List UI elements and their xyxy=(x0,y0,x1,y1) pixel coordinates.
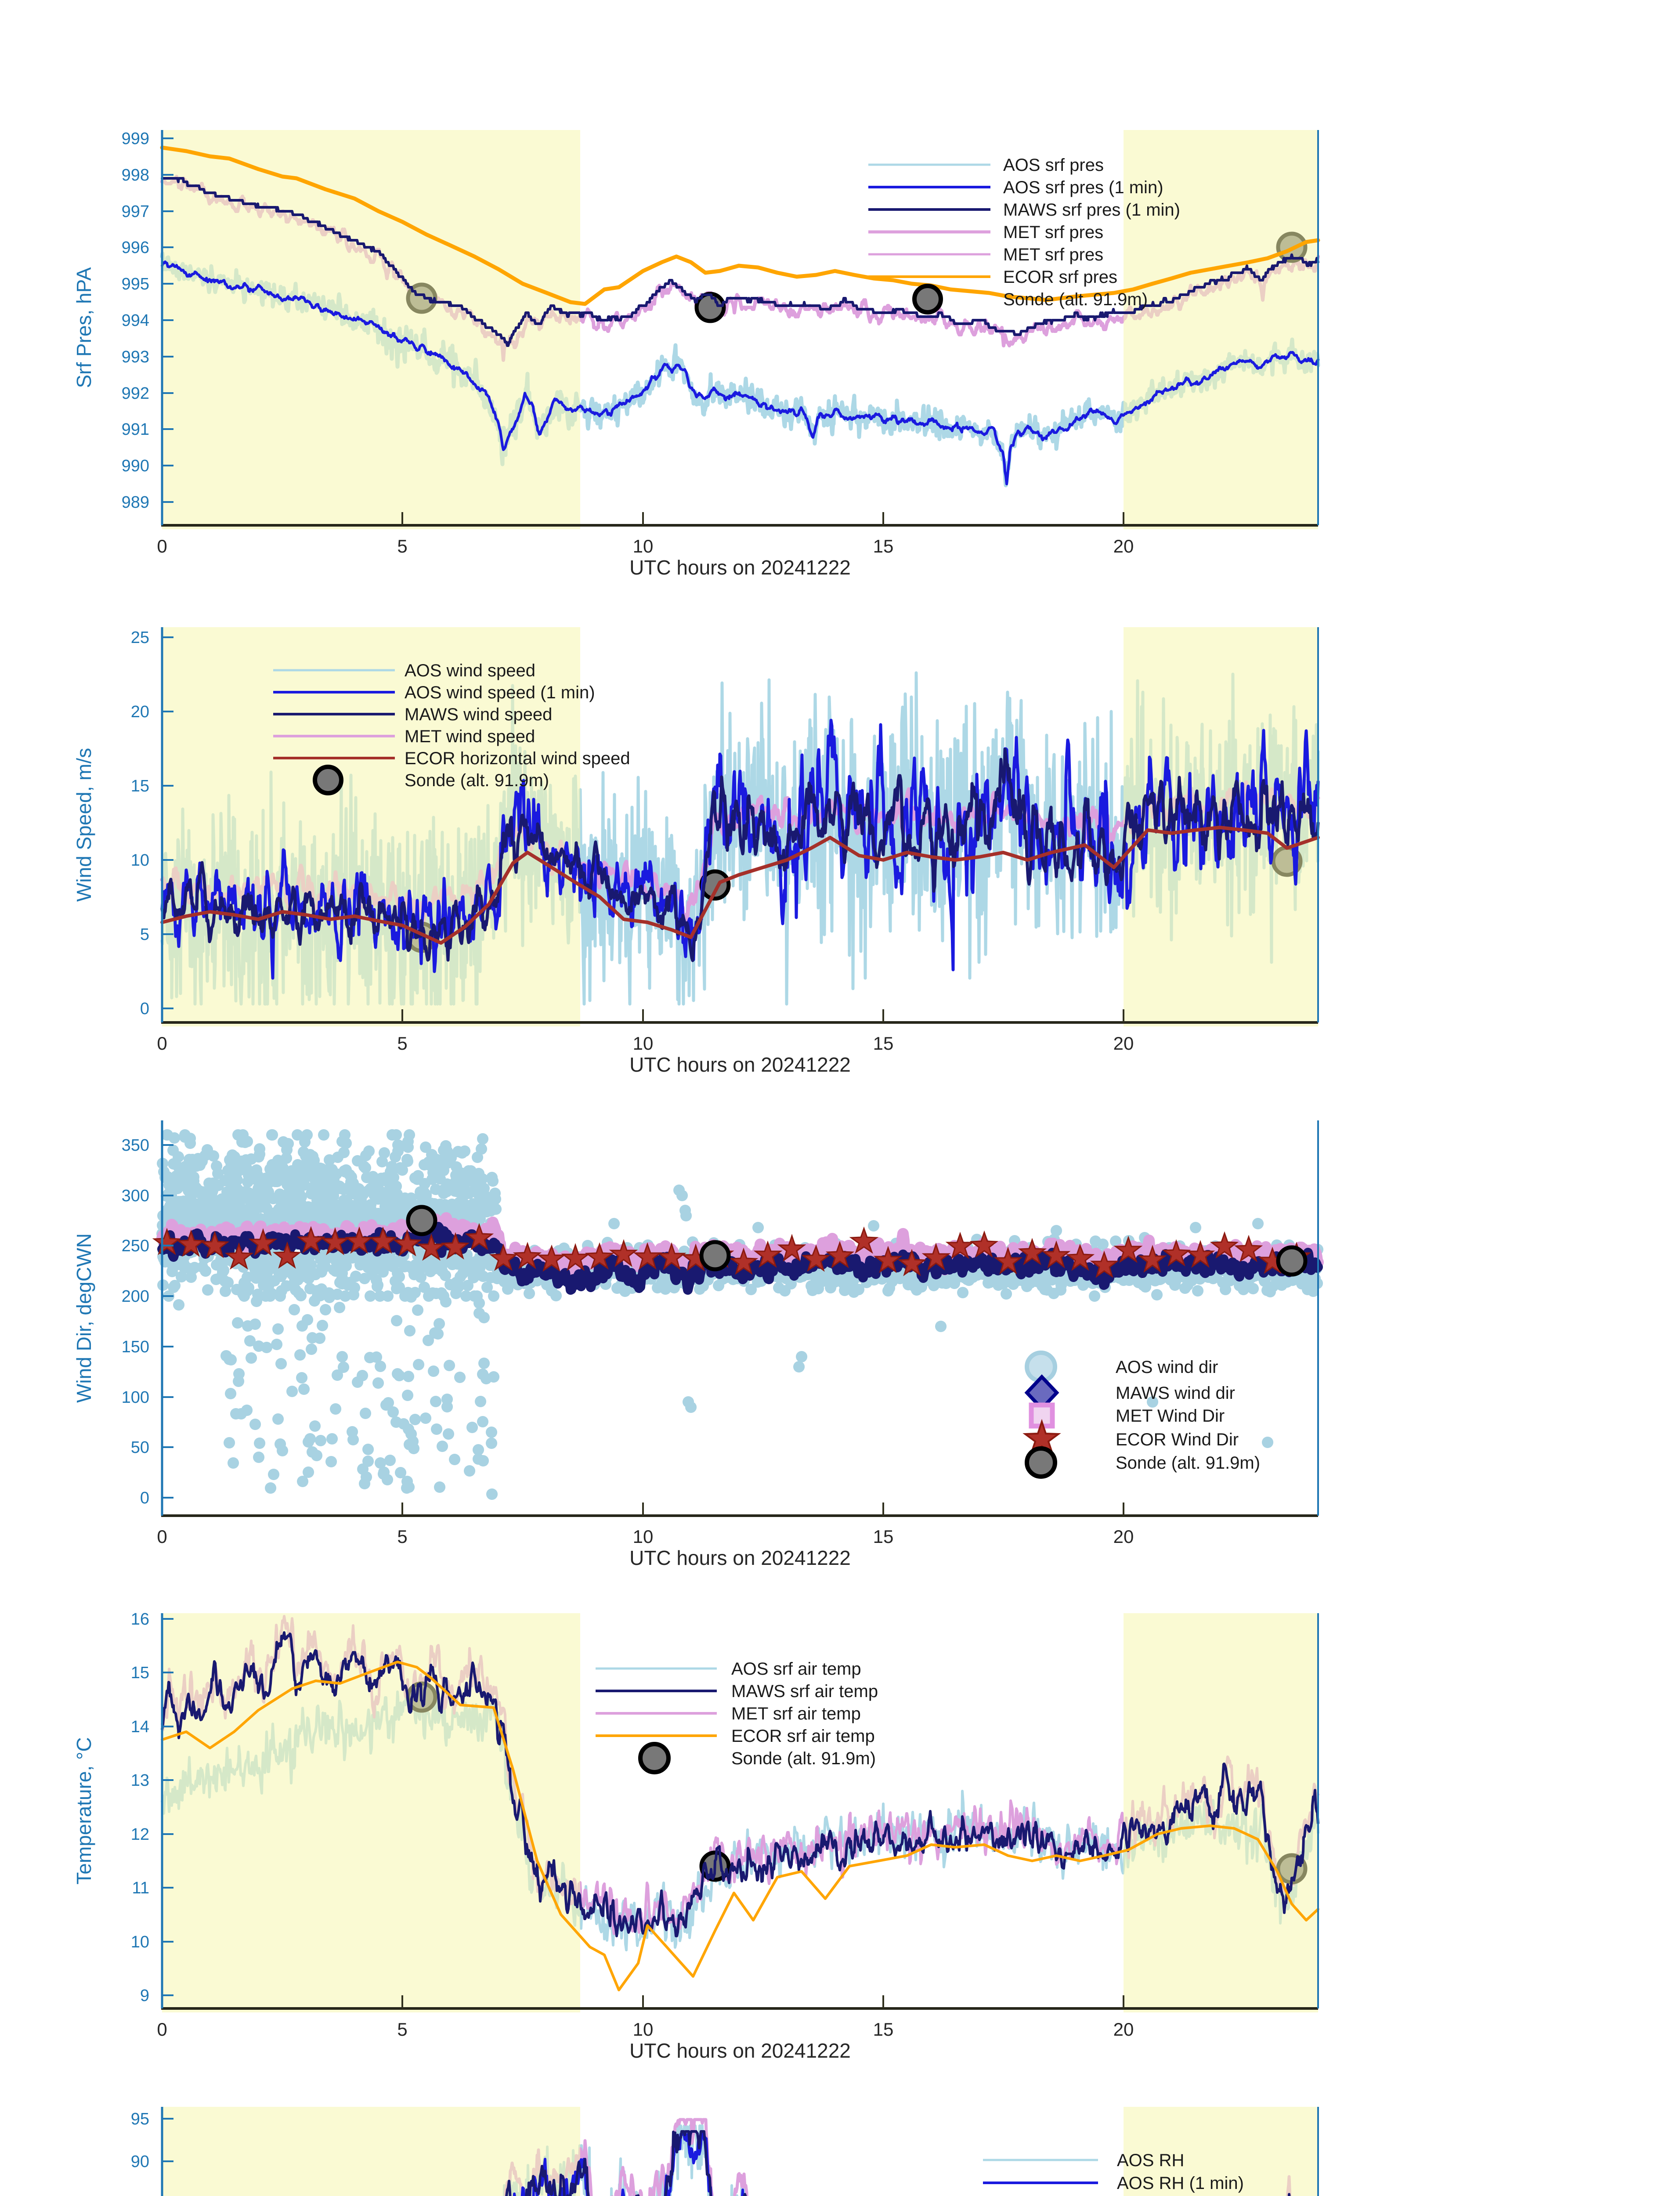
svg-text:350: 350 xyxy=(122,1136,149,1155)
svg-text:MET srf air temp: MET srf air temp xyxy=(731,1704,861,1723)
svg-text:MET Wind Dir: MET Wind Dir xyxy=(1116,1406,1225,1426)
svg-text:15: 15 xyxy=(131,777,149,795)
svg-text:85: 85 xyxy=(131,2195,149,2196)
svg-text:ECOR Wind Dir: ECOR Wind Dir xyxy=(1116,1430,1239,1449)
svg-text:50: 50 xyxy=(131,1438,149,1457)
svg-text:UTC hours on 20241222: UTC hours on 20241222 xyxy=(629,2039,851,2062)
svg-text:998: 998 xyxy=(122,166,149,184)
svg-text:MET srf pres: MET srf pres xyxy=(1003,223,1103,242)
svg-text:5: 5 xyxy=(397,536,407,556)
svg-text:997: 997 xyxy=(122,202,149,221)
svg-text:0: 0 xyxy=(157,1033,167,1054)
svg-text:95: 95 xyxy=(131,2110,149,2128)
svg-text:14: 14 xyxy=(131,1718,149,1736)
svg-text:10: 10 xyxy=(633,1033,654,1054)
svg-text:995: 995 xyxy=(122,275,149,293)
svg-text:Wind Speed, m/s: Wind Speed, m/s xyxy=(72,748,95,902)
svg-text:Srf Pres, hPA: Srf Pres, hPA xyxy=(72,267,95,388)
svg-text:MET srf pres: MET srf pres xyxy=(1003,245,1103,264)
svg-text:990: 990 xyxy=(122,457,149,475)
svg-text:0: 0 xyxy=(157,1526,167,1547)
svg-text:5: 5 xyxy=(397,2019,407,2040)
svg-text:999: 999 xyxy=(122,130,149,148)
svg-text:AOS srf air temp: AOS srf air temp xyxy=(731,1659,861,1679)
svg-text:AOS RH: AOS RH xyxy=(1117,2151,1184,2170)
svg-text:10: 10 xyxy=(131,1933,149,1951)
svg-text:Wind Dir, degCWN: Wind Dir, degCWN xyxy=(72,1233,95,1403)
svg-text:994: 994 xyxy=(122,311,149,330)
svg-text:150: 150 xyxy=(122,1338,149,1356)
svg-text:ECOR srf air temp: ECOR srf air temp xyxy=(731,1726,875,1746)
svg-text:AOS RH (1 min): AOS RH (1 min) xyxy=(1117,2174,1244,2193)
svg-text:5: 5 xyxy=(397,1526,407,1547)
svg-text:992: 992 xyxy=(122,384,149,403)
svg-text:5: 5 xyxy=(140,925,149,944)
svg-text:991: 991 xyxy=(122,420,149,439)
svg-text:993: 993 xyxy=(122,348,149,366)
svg-text:5: 5 xyxy=(397,1033,407,1054)
svg-text:AOS wind dir: AOS wind dir xyxy=(1116,1358,1218,1377)
svg-text:11: 11 xyxy=(132,1879,149,1897)
svg-text:90: 90 xyxy=(131,2153,149,2171)
svg-text:20: 20 xyxy=(1113,1526,1134,1547)
svg-text:100: 100 xyxy=(122,1388,149,1407)
svg-text:MAWS srf pres (1 min): MAWS srf pres (1 min) xyxy=(1003,200,1180,220)
svg-text:AOS wind speed: AOS wind speed xyxy=(405,661,535,680)
svg-text:MAWS wind speed: MAWS wind speed xyxy=(405,705,552,724)
svg-text:15: 15 xyxy=(873,536,894,556)
svg-text:13: 13 xyxy=(131,1771,149,1790)
svg-text:UTC hours on 20241222: UTC hours on 20241222 xyxy=(629,1053,851,1076)
svg-text:10: 10 xyxy=(131,851,149,870)
svg-text:15: 15 xyxy=(131,1664,149,1682)
svg-text:20: 20 xyxy=(1113,536,1134,556)
svg-text:200: 200 xyxy=(122,1287,149,1306)
svg-text:0: 0 xyxy=(157,536,167,556)
svg-text:UTC hours on 20241222: UTC hours on 20241222 xyxy=(629,1546,851,1569)
svg-text:ECOR srf pres: ECOR srf pres xyxy=(1003,267,1117,287)
svg-text:250: 250 xyxy=(122,1237,149,1255)
svg-text:Temperature, °C: Temperature, °C xyxy=(72,1737,95,1884)
svg-text:20: 20 xyxy=(1113,1033,1134,1054)
svg-text:20: 20 xyxy=(131,703,149,721)
svg-text:996: 996 xyxy=(122,238,149,257)
svg-text:Sonde (alt. 91.9m): Sonde (alt. 91.9m) xyxy=(1116,1453,1260,1473)
svg-text:10: 10 xyxy=(633,536,654,556)
svg-text:ECOR horizontal wind speed: ECOR horizontal wind speed xyxy=(405,749,630,768)
svg-text:0: 0 xyxy=(157,2019,167,2040)
svg-text:0: 0 xyxy=(140,1489,149,1507)
svg-text:15: 15 xyxy=(873,1526,894,1547)
svg-text:25: 25 xyxy=(131,628,149,647)
svg-text:12: 12 xyxy=(131,1825,149,1844)
svg-text:10: 10 xyxy=(633,1526,654,1547)
svg-text:MET wind speed: MET wind speed xyxy=(405,727,535,746)
svg-text:15: 15 xyxy=(873,2019,894,2040)
svg-text:MAWS srf air temp: MAWS srf air temp xyxy=(731,1682,878,1701)
svg-text:20: 20 xyxy=(1113,2019,1134,2040)
svg-text:15: 15 xyxy=(873,1033,894,1054)
svg-text:AOS srf pres (1 min): AOS srf pres (1 min) xyxy=(1003,178,1163,197)
svg-text:Sonde (alt. 91.9m): Sonde (alt. 91.9m) xyxy=(731,1749,876,1768)
svg-text:MAWS wind dir: MAWS wind dir xyxy=(1116,1383,1235,1403)
svg-text:989: 989 xyxy=(122,493,149,512)
svg-text:0: 0 xyxy=(140,1000,149,1018)
svg-text:UTC hours on 20241222: UTC hours on 20241222 xyxy=(629,556,851,579)
svg-text:Sonde (alt. 91.9m): Sonde (alt. 91.9m) xyxy=(1003,290,1148,309)
svg-text:16: 16 xyxy=(131,1610,149,1629)
svg-text:9: 9 xyxy=(140,1987,149,2005)
svg-text:10: 10 xyxy=(633,2019,654,2040)
svg-text:300: 300 xyxy=(122,1187,149,1205)
svg-text:AOS wind speed (1 min): AOS wind speed (1 min) xyxy=(405,683,595,702)
svg-text:Sonde (alt. 91.9m): Sonde (alt. 91.9m) xyxy=(405,771,549,790)
svg-text:AOS srf pres: AOS srf pres xyxy=(1003,155,1104,175)
